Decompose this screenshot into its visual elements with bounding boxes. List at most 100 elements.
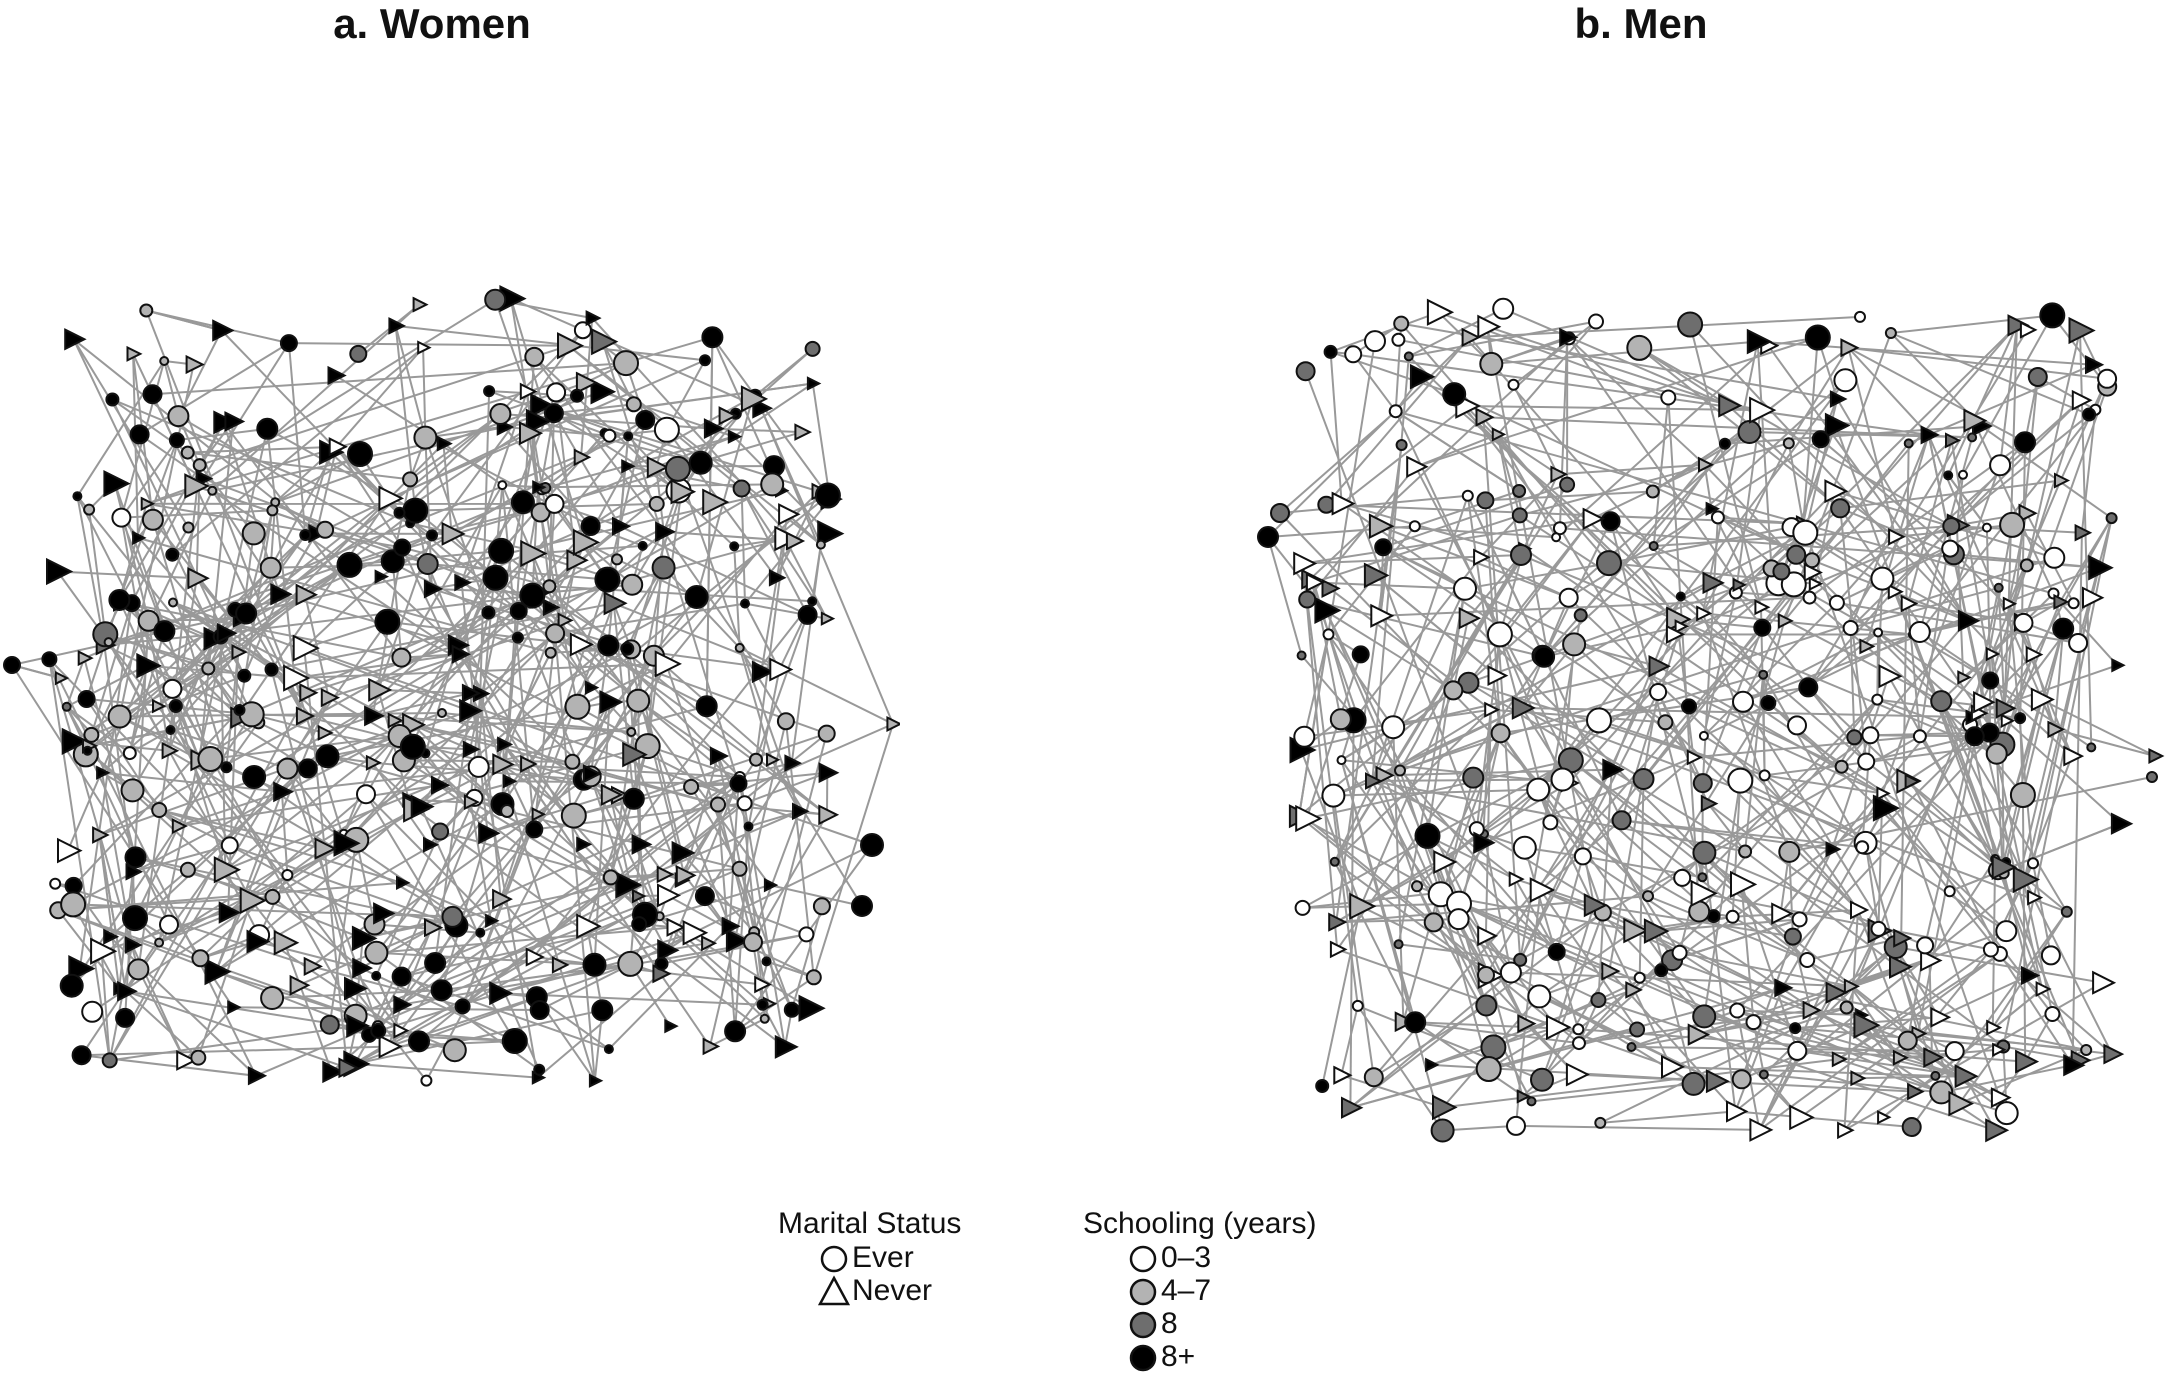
node-never-married <box>1328 912 1348 932</box>
node-never-married <box>1305 572 1326 593</box>
node-ever-married <box>1660 389 1677 406</box>
network-edge <box>629 844 642 964</box>
network-edge <box>1966 620 2054 1015</box>
node-ever-married <box>688 450 713 475</box>
network-edge <box>315 446 338 534</box>
node-ever-married <box>153 620 176 643</box>
node-never-married <box>1730 870 1758 899</box>
node-never-married <box>1314 596 1342 625</box>
node-never-married <box>273 929 300 956</box>
node-never-married <box>585 310 602 327</box>
node-never-married <box>283 664 311 692</box>
network-edge <box>354 1009 603 1065</box>
node-ever-married <box>1855 840 1870 855</box>
node-ever-married <box>482 564 509 591</box>
node-never-married <box>818 804 840 826</box>
network-edge <box>395 324 706 362</box>
network-edge <box>401 881 595 966</box>
network-edge <box>1335 782 1570 923</box>
network-edge <box>1570 759 1743 886</box>
node-never-married <box>246 929 271 954</box>
node-ever-married <box>159 356 170 366</box>
node-never-married <box>1582 507 1606 531</box>
network-edge <box>1820 438 1951 550</box>
node-ever-married <box>2019 558 2034 573</box>
node-ever-married <box>1393 315 1410 332</box>
network-edge <box>690 771 828 788</box>
node-never-married <box>1893 928 1913 948</box>
network-edge <box>2077 517 2113 644</box>
network-edge <box>1947 324 2018 476</box>
node-never-married <box>542 598 561 617</box>
node-ever-married <box>611 553 623 566</box>
network-edge <box>287 343 307 536</box>
node-never-married <box>1945 432 1962 449</box>
node-ever-married <box>1981 671 2000 690</box>
node-never-married <box>1516 1089 1532 1104</box>
node-ever-married <box>154 937 165 948</box>
network-edge <box>1881 526 1988 580</box>
network-edge <box>538 483 773 489</box>
node-ever-married <box>519 582 546 609</box>
node-ever-married <box>783 1001 800 1018</box>
network-edge <box>2051 1013 2087 1051</box>
network-edge <box>811 383 831 500</box>
node-ever-married <box>1870 566 1895 591</box>
node-ever-married <box>1842 620 1859 636</box>
node-never-married <box>1930 1006 1952 1028</box>
node-ever-married <box>71 1045 92 1066</box>
network-edge <box>790 544 822 764</box>
network-edge <box>1919 600 2061 633</box>
node-never-married <box>2015 1049 2040 1074</box>
node-never-married <box>1992 1042 2007 1058</box>
node-never-married <box>525 947 545 967</box>
network-edge <box>272 989 442 999</box>
node-never-married <box>1623 917 1649 944</box>
network-edge <box>1568 507 1713 599</box>
node-ever-married <box>82 745 93 756</box>
network-edge <box>1881 399 2082 580</box>
node-ever-married <box>1791 911 1808 928</box>
node-never-married <box>2002 596 2018 612</box>
node-ever-married <box>489 403 512 425</box>
node-ever-married <box>1830 498 1851 519</box>
node-ever-married <box>107 704 132 729</box>
network-edge <box>1321 906 1362 1087</box>
node-never-married <box>576 913 602 940</box>
node-never-married <box>1808 576 1824 592</box>
node-ever-married <box>207 485 218 496</box>
network-edge <box>1919 735 2005 874</box>
network-edge <box>137 968 186 1061</box>
network-edge <box>528 433 542 513</box>
network-edge <box>548 585 771 886</box>
node-never-married <box>1432 1094 1458 1121</box>
node-ever-married <box>510 490 535 515</box>
node-ever-married <box>1296 650 1307 661</box>
node-never-married <box>64 328 87 351</box>
node-ever-married <box>266 504 279 517</box>
node-ever-married <box>129 424 150 445</box>
node-ever-married <box>2080 1044 2093 1056</box>
node-never-married <box>2092 970 2117 995</box>
node-ever-married <box>851 895 873 917</box>
node-ever-married <box>1315 1079 1330 1093</box>
node-ever-married <box>1453 576 1477 601</box>
node-never-married <box>709 746 730 766</box>
node-ever-married <box>1778 840 1801 863</box>
network-edge <box>57 909 120 990</box>
node-ever-married <box>60 891 87 918</box>
network-edge <box>90 602 133 736</box>
network-edge <box>1479 514 1521 558</box>
men-network <box>1257 297 2165 1143</box>
network-edge <box>174 705 227 871</box>
node-never-married <box>346 1013 371 1038</box>
network-edge <box>120 517 166 632</box>
node-never-married <box>670 478 697 505</box>
node-ever-married <box>1780 571 1807 598</box>
node-ever-married <box>1551 532 1562 543</box>
network-edge <box>1334 708 1492 863</box>
node-ever-married <box>776 712 795 731</box>
node-never-married <box>1690 879 1718 908</box>
node-ever-married <box>2105 512 2118 525</box>
node-never-married <box>1824 479 1849 504</box>
